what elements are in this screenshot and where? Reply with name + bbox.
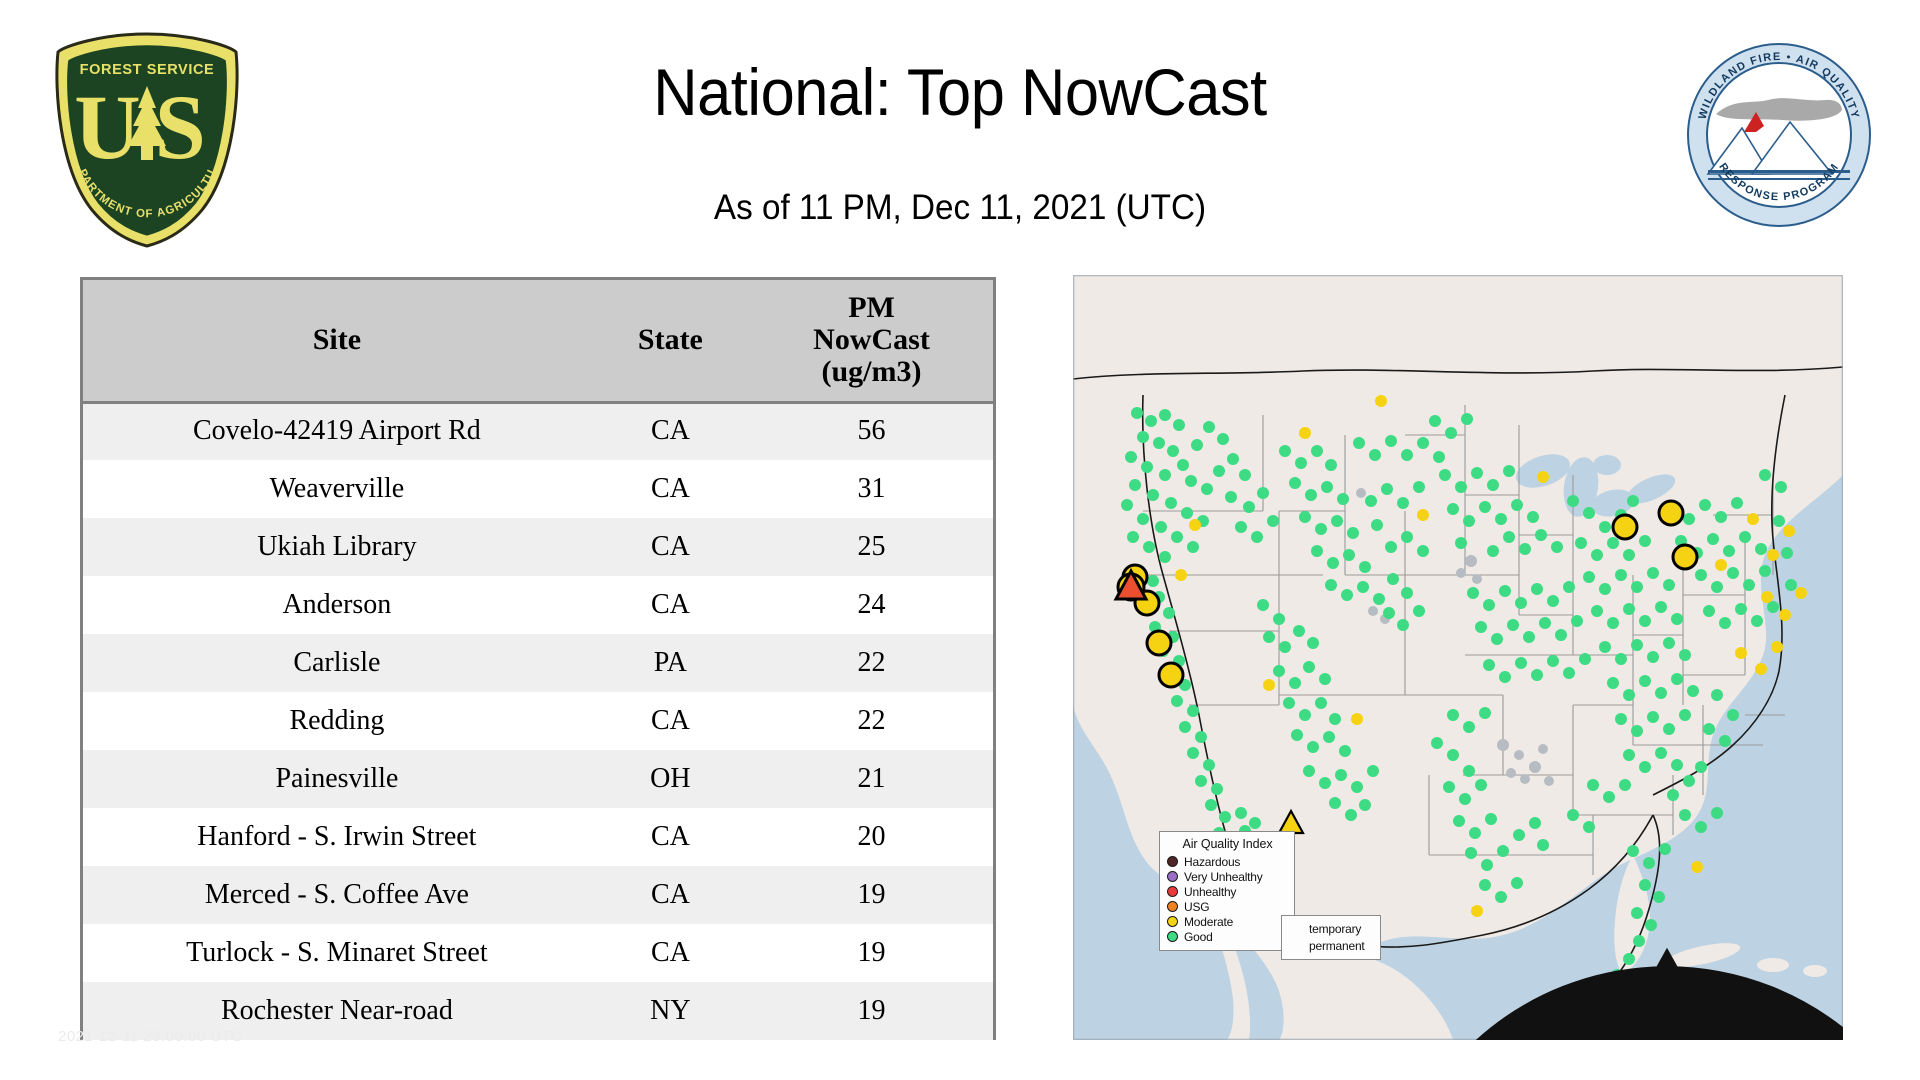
site-cell: Turlock - S. Minaret Street — [83, 924, 591, 982]
aqi-color-swatch-icon — [1167, 931, 1178, 942]
state-cell: CA — [590, 866, 751, 924]
aqi-legend-label: Hazardous — [1184, 854, 1241, 869]
aqi-legend-items: Hazardous Very Unhealthy Unhealthy USG Moder… — [1167, 854, 1288, 944]
table-row: Ukiah Library CA 25 — [83, 518, 993, 576]
value-cell: 21 — [750, 750, 993, 808]
legend-label-permanent: permanent — [1309, 938, 1365, 953]
state-cell: PA — [590, 634, 751, 692]
wfaqrp-logo: WILDLAND FIRE • AIR QUALITY RESPONSE PRO… — [1686, 42, 1872, 228]
aqi-legend-label: Moderate — [1184, 914, 1234, 929]
aqi-legend-label: Good — [1184, 929, 1213, 944]
table-row: Merced - S. Coffee Ave CA 19 — [83, 866, 993, 924]
table-row: Carlisle PA 22 — [83, 634, 993, 692]
value-cell: 24 — [750, 576, 993, 634]
svg-text:FOREST SERVICE: FOREST SERVICE — [80, 62, 215, 78]
state-cell: CA — [590, 518, 751, 576]
legend-item-permanent: permanent — [1288, 937, 1719, 1040]
site-cell: Redding — [83, 692, 591, 750]
aqi-legend-title: Air Quality Index — [1182, 837, 1273, 851]
state-cell: CA — [590, 808, 751, 866]
aqi-legend-label: Very Unhealthy — [1184, 869, 1263, 884]
aqi-legend-item: Good — [1167, 929, 1288, 944]
column-header-site: Site — [83, 280, 591, 404]
site-cell: Merced - S. Coffee Ave — [83, 866, 591, 924]
aqi-color-swatch-icon — [1167, 886, 1178, 897]
page-title: National: Top NowCast — [653, 55, 1267, 129]
value-cell: 31 — [750, 460, 993, 518]
table-row: Turlock - S. Minaret Street CA 19 — [83, 924, 993, 982]
state-cell: CA — [590, 692, 751, 750]
aqi-legend-item: Very Unhealthy — [1167, 869, 1288, 884]
value-cell: 20 — [750, 808, 993, 866]
state-cell: OH — [590, 750, 751, 808]
table-row: Covelo-42419 Airport Rd CA 56 — [83, 402, 993, 460]
footer-timestamp: 2021-12-11 23:00:00 UTC — [58, 1028, 243, 1045]
site-cell: Hanford - S. Irwin Street — [83, 808, 591, 866]
us-air-quality-map[interactable]: Air Quality Index Hazardous Very Unhealth… — [1073, 275, 1843, 1040]
map-canvas — [1073, 275, 1843, 1040]
monitor-type-legend: temporary permanent — [1281, 915, 1843, 1040]
column-header-value-line2: NowCast — [813, 323, 930, 357]
legend-label-temporary: temporary — [1309, 921, 1362, 936]
forest-service-logo: FOREST SERVICE US DEPARTMENT OF AGRICULT… — [52, 30, 242, 250]
aqi-legend: Air Quality Index Hazardous Very Unhealth… — [1159, 831, 1295, 951]
value-cell: 19 — [750, 982, 993, 1040]
value-cell: 19 — [750, 866, 993, 924]
site-cell: Anderson — [83, 576, 591, 634]
table-row: Rochester Near-road NY 19 — [83, 982, 993, 1040]
column-header-value: PM NowCast (ug/m3) — [750, 280, 993, 404]
site-cell: Weaverville — [83, 460, 591, 518]
page-subtitle: As of 11 PM, Dec 11, 2021 (UTC) — [713, 188, 1207, 227]
aqi-legend-item: Unhealthy — [1167, 884, 1288, 899]
column-header-state: State — [590, 280, 751, 404]
map-markers — [1113, 395, 1807, 985]
aqi-color-swatch-icon — [1167, 916, 1178, 927]
site-cell: Painesville — [83, 750, 591, 808]
aqi-color-swatch-icon — [1167, 901, 1178, 912]
table-row: Hanford - S. Irwin Street CA 20 — [83, 808, 993, 866]
site-cell: Covelo-42419 Airport Rd — [83, 402, 591, 460]
state-cell: CA — [590, 576, 751, 634]
table-body: Covelo-42419 Airport Rd CA 56 Weaverville CA… — [83, 402, 993, 1040]
state-cell: CA — [590, 460, 751, 518]
value-cell: 25 — [750, 518, 993, 576]
table-row: Painesville OH 21 — [83, 750, 993, 808]
data-table: Site State PM NowCast (ug/m3) Covelo-424… — [83, 280, 993, 1040]
site-cell: Rochester Near-road — [83, 982, 591, 1040]
aqi-legend-item: Moderate — [1167, 914, 1288, 929]
state-cell: NY — [590, 982, 751, 1040]
site-cell: Carlisle — [83, 634, 591, 692]
aqi-legend-item: Hazardous — [1167, 854, 1288, 869]
site-cell: Ukiah Library — [83, 518, 591, 576]
aqi-color-swatch-icon — [1167, 856, 1178, 867]
table-row: Weaverville CA 31 — [83, 460, 993, 518]
map-attribution — [1836, 985, 1838, 994]
table-row: Anderson CA 24 — [83, 576, 993, 634]
state-cell: CA — [590, 402, 751, 460]
aqi-legend-label: Unhealthy — [1184, 884, 1237, 899]
triangle-outline-icon — [1288, 938, 1719, 1040]
aqi-legend-label: USG — [1184, 899, 1210, 914]
table-row: Redding CA 22 — [83, 692, 993, 750]
column-header-value-line1: PM — [848, 290, 895, 324]
aqi-legend-item: USG — [1167, 899, 1288, 914]
value-cell: 56 — [750, 402, 993, 460]
value-cell: 22 — [750, 634, 993, 692]
value-cell: 19 — [750, 924, 993, 982]
column-header-value-line3: (ug/m3) — [821, 355, 922, 389]
state-cell: CA — [590, 924, 751, 982]
table-header-row: Site State PM NowCast (ug/m3) — [83, 280, 993, 404]
top-nowcast-table: Site State PM NowCast (ug/m3) Covelo-424… — [80, 277, 996, 1040]
aqi-color-swatch-icon — [1167, 871, 1178, 882]
value-cell: 22 — [750, 692, 993, 750]
